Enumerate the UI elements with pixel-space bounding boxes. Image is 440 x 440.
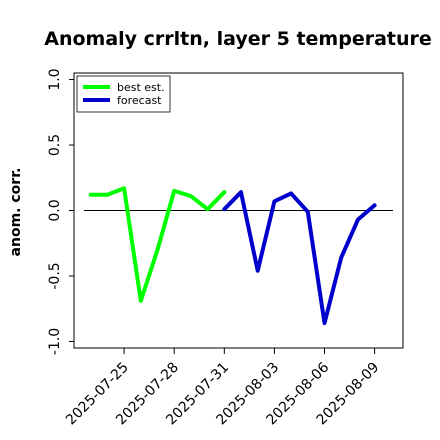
legend-label: forecast [117,94,162,107]
series-line-0 [88,186,227,303]
legend-box [76,75,171,113]
y-tick-label: 1.0 [47,68,63,90]
y-tick-label: -0.5 [47,262,63,289]
chart-title: Anomaly crrltn, layer 5 temperature [44,28,432,50]
series-line-1 [222,190,377,326]
y-tick-label: 0.5 [47,134,63,156]
y-tick-label: 0.0 [47,199,63,221]
legend: best est.forecast [76,75,171,113]
y-axis-label: anom. corr. [8,168,24,257]
y-tick-label: -1.0 [47,328,63,355]
legend-label: best est. [117,81,165,94]
